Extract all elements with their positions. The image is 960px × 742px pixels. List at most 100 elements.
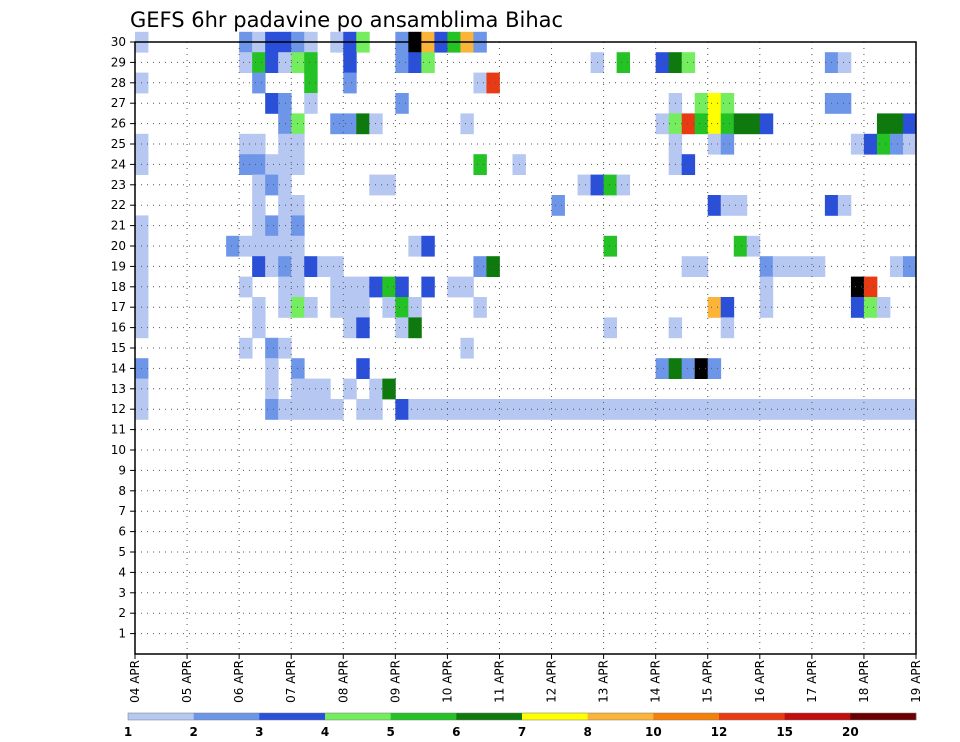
heatmap-cell (759, 256, 774, 277)
x-tick-label: 13 APR (597, 660, 611, 703)
heatmap-cell (304, 399, 318, 420)
heatmap-cell (239, 133, 253, 155)
heatmap-cell (278, 399, 292, 420)
heatmap-cell (551, 195, 565, 216)
heatmap-cell (252, 195, 266, 216)
heatmap-cell (343, 317, 357, 339)
heatmap-cell (369, 378, 383, 400)
heatmap-cell (837, 52, 852, 73)
heatmap-cell (733, 195, 748, 216)
heatmap-cell (616, 52, 631, 73)
heatmap-cell (421, 235, 435, 257)
colorbar-label: 12 (711, 725, 728, 739)
heatmap-cell (850, 276, 865, 298)
heatmap-cell (850, 399, 865, 420)
heatmap-cell (525, 399, 539, 420)
y-tick-label: 9 (118, 463, 126, 477)
heatmap-cell (408, 235, 422, 257)
heatmap-cell (759, 297, 774, 318)
heatmap-cell (252, 133, 266, 155)
heatmap-cell (330, 256, 344, 277)
heatmap-cell (603, 317, 618, 339)
heatmap-cell (343, 297, 357, 318)
heatmap-cell (681, 256, 696, 277)
colorbar-segment (653, 713, 720, 720)
heatmap-cell (265, 235, 279, 257)
heatmap-cell (720, 317, 735, 339)
heatmap-cell (486, 256, 500, 277)
heatmap-cell (382, 378, 396, 400)
heatmap-cell (707, 93, 722, 114)
heatmap-cell (876, 399, 891, 420)
grid-lines (135, 41, 917, 654)
heatmap-cell (278, 235, 292, 257)
y-tick-label: 24 (111, 157, 126, 171)
heatmap-cell (278, 133, 292, 155)
heatmap-cell (395, 93, 409, 114)
heatmap-cell (252, 154, 266, 175)
heatmap-cell (369, 174, 383, 196)
y-tick-label: 11 (111, 423, 126, 437)
heatmap-cell (447, 399, 461, 420)
heatmap-cell (889, 133, 904, 155)
heatmap-cell (343, 378, 357, 400)
x-tick-label: 12 APR (545, 660, 559, 703)
colorbar-label: 6 (452, 725, 460, 739)
heatmap-cell (304, 297, 318, 318)
heatmap-cell (460, 113, 474, 135)
y-tick-label: 12 (111, 402, 126, 416)
heatmap-cell (733, 399, 748, 420)
heatmap-cell (538, 399, 552, 420)
heatmap-cell (356, 317, 370, 339)
colorbar-label: 4 (321, 725, 329, 739)
heatmap-cell (239, 276, 253, 298)
x-tick-label: 06 APR (232, 660, 246, 703)
heatmap-cell (369, 276, 383, 298)
colorbar-label: 7 (518, 725, 526, 739)
x-tick-label: 17 APR (805, 660, 819, 703)
heatmap-cell (330, 399, 344, 420)
heatmap-cell (863, 297, 878, 318)
heatmap-cell (239, 52, 253, 73)
colorbar-segment (850, 713, 917, 720)
heatmap-cell (720, 297, 735, 318)
x-tick-label: 10 APR (440, 660, 454, 703)
heatmap-cell (395, 297, 409, 318)
heatmap-cell (785, 256, 800, 277)
heatmap-cell (304, 72, 318, 94)
heatmap-cell (343, 52, 357, 73)
y-tick-label: 16 (111, 321, 126, 335)
heatmap-cell (577, 399, 591, 420)
heatmap-cell (356, 113, 370, 135)
colorbar: 1 2 3 4 5 6 7 8 10 12 15 20 (124, 712, 917, 739)
colorbar-segment (522, 713, 588, 720)
y-tick-label: 13 (111, 382, 126, 396)
heatmap-cell (395, 317, 409, 339)
heatmap-cell (252, 297, 266, 318)
colorbar-label: 20 (842, 725, 859, 739)
heatmap-cell (252, 174, 266, 196)
heatmap-cell (252, 215, 266, 237)
heatmap-cell (239, 154, 253, 175)
colorbar-label: 8 (583, 725, 591, 739)
y-tick-label: 21 (111, 219, 126, 233)
heatmap-cell (486, 399, 500, 420)
heatmap-cell (720, 195, 735, 216)
heatmap-cell (798, 399, 813, 420)
heatmap-cell (850, 133, 865, 155)
colorbar-segment (587, 713, 654, 720)
heatmap-cell (473, 297, 487, 318)
y-tick-label: 27 (111, 96, 126, 110)
y-tick-label: 5 (118, 545, 126, 559)
heatmap-cell (265, 93, 279, 114)
heatmap-cell (655, 52, 670, 73)
heatmap-cell (265, 337, 279, 359)
heatmap-cell (681, 154, 696, 175)
heatmap-cell (616, 174, 631, 196)
y-axis-ticks: 1234567891011121314151617181920212223242… (111, 35, 135, 641)
heatmap-cell (473, 256, 487, 277)
heatmap-cell (863, 276, 878, 298)
heatmap-cell (382, 276, 396, 298)
heatmap-cell (733, 235, 748, 257)
